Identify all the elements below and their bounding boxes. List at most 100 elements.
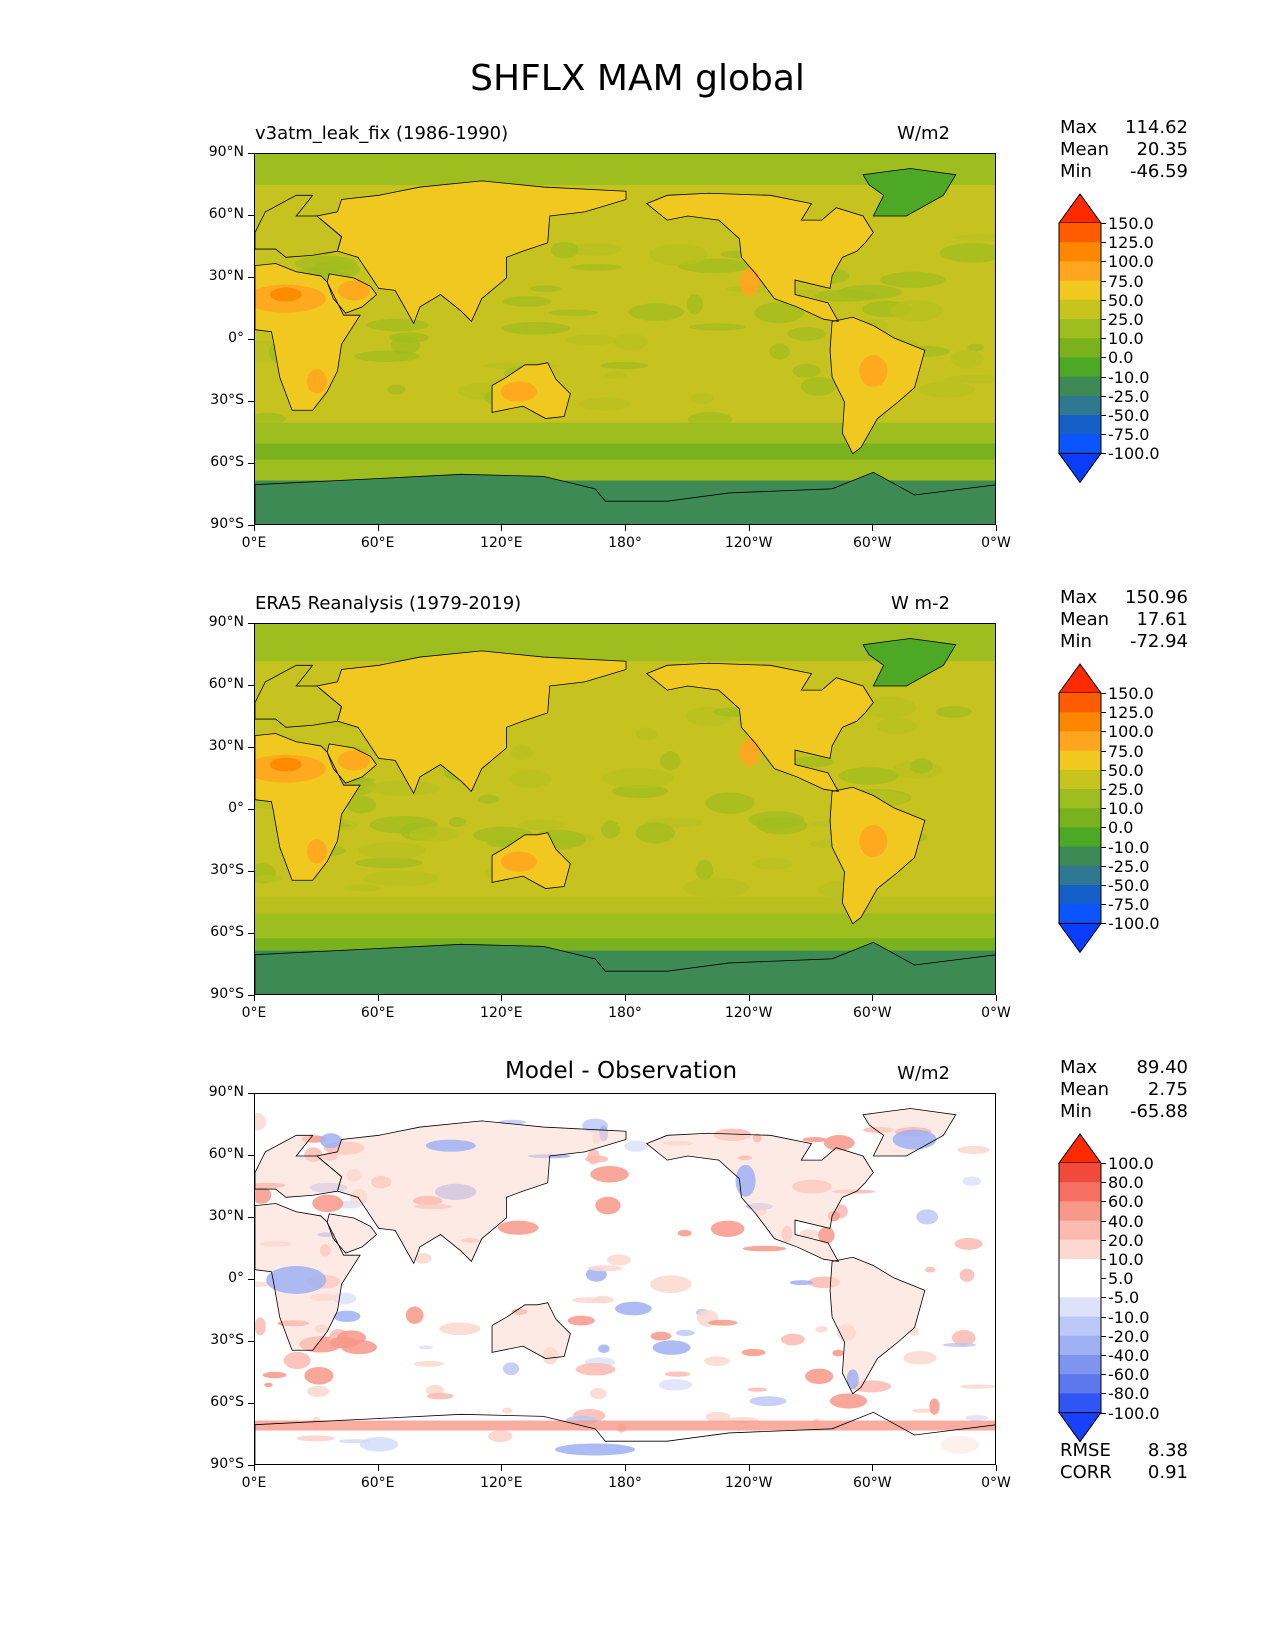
field-patch [502, 296, 552, 307]
coastline-greenland [862, 168, 957, 217]
stat-min-label: Min [1060, 1101, 1092, 1122]
field-patch [769, 343, 790, 360]
map-observation [254, 623, 996, 995]
field-patch [650, 1331, 672, 1341]
panel-units: W/m2 [897, 123, 950, 144]
colorbar-tick [1101, 357, 1106, 359]
stat-mean-value: 20.35 [1136, 139, 1188, 160]
colorbar-tick [1101, 1412, 1106, 1414]
field-patch [312, 260, 361, 279]
field-patch [390, 336, 421, 355]
x-tick-label: 0°W [981, 1475, 1011, 1491]
colorbar-label: 40.0 [1108, 1211, 1144, 1231]
colorbar-tick [1101, 1239, 1106, 1241]
stat-mean-label: Mean [1060, 1079, 1110, 1100]
colorbar-tick [1101, 280, 1106, 282]
colorbar-tick [1101, 1201, 1106, 1203]
colorbar-label: 80.0 [1108, 1173, 1144, 1193]
panel-units: W/m2 [897, 1063, 950, 1084]
y-tick [248, 401, 254, 402]
colorbar-label: -50.0 [1108, 406, 1150, 425]
field-patch [501, 321, 571, 335]
colorbar-label: 75.0 [1108, 741, 1144, 761]
field-patch [355, 857, 423, 869]
field-patch [306, 1385, 330, 1397]
field-patch [529, 285, 561, 292]
stat-mean-value: 2.75 [1147, 1079, 1188, 1100]
field-map-model [255, 154, 995, 524]
field-patch [935, 706, 972, 718]
x-tick [501, 1465, 503, 1471]
field-patch [628, 303, 685, 321]
field-patch [690, 393, 714, 405]
y-tick-label: 30°N [208, 738, 244, 754]
field-patch [880, 271, 946, 288]
y-tick [248, 685, 254, 686]
colorbar-extend-min [1058, 452, 1102, 484]
stat-max-value: 89.40 [1136, 1057, 1188, 1078]
colorbar-tick [1101, 712, 1106, 714]
field-patch [876, 717, 917, 735]
colorbar-label: 0.0 [1108, 348, 1134, 368]
y-tick [248, 1279, 254, 1280]
colorbar-observation [1058, 663, 1102, 954]
field-patch [953, 234, 995, 242]
coastline-namerica [645, 1132, 874, 1262]
y-tick-label: 90°N [208, 144, 244, 160]
field-patch [929, 1398, 940, 1415]
field-samerica [830, 1257, 925, 1394]
coastline-arabia [326, 1213, 378, 1254]
field-patch [589, 1387, 607, 1400]
colorbar-tick [1101, 885, 1106, 886]
coastline-asia [315, 650, 627, 795]
x-tick-label: 60°E [360, 535, 395, 551]
coastline-antarctica [255, 471, 995, 524]
field-patch [366, 318, 429, 332]
colorbar-tick [1101, 1316, 1106, 1318]
y-tick [248, 623, 254, 624]
stat-min-label: Min [1060, 161, 1092, 182]
field-patch [579, 397, 631, 411]
colorbar-segment [1059, 827, 1101, 848]
colorbar-tick [1101, 1335, 1106, 1337]
colorbar-segment [1059, 299, 1101, 320]
field-patch [255, 1317, 266, 1336]
colorbar-segment [1059, 1335, 1101, 1356]
stat-max-value: 114.62 [1125, 117, 1188, 138]
field-antarctica [255, 472, 995, 524]
field-patch [427, 1392, 454, 1400]
field-patch [939, 243, 995, 263]
field-patch [967, 343, 984, 352]
field-patch [965, 1415, 989, 1421]
y-tick-label: 0° [228, 330, 244, 346]
x-tick-label: 120°W [724, 535, 773, 551]
field-patch [312, 1194, 344, 1213]
colorbar-label: -10.0 [1108, 1307, 1150, 1327]
colorbar-segment [1059, 261, 1101, 282]
y-tick [248, 525, 254, 526]
field-patch [911, 1408, 934, 1413]
field-hotspot [306, 369, 327, 394]
colorbar-difference [1058, 1133, 1102, 1443]
x-tick-label: 60°E [360, 1475, 395, 1491]
x-tick [872, 1465, 874, 1471]
colorbar-label: 60.0 [1108, 1192, 1144, 1212]
y-tick [248, 153, 254, 154]
colorbar-tick [1101, 769, 1106, 771]
colorbar-svg [1058, 193, 1102, 484]
field-europe [255, 665, 342, 728]
colorbar-segment [1059, 750, 1101, 771]
colorbar-extend-min [1058, 1412, 1102, 1443]
y-tick-label: 30°N [208, 1208, 244, 1224]
stat-max-value: 150.96 [1125, 587, 1188, 608]
colorbar-tick [1101, 846, 1106, 848]
colorbar-tick [1101, 1259, 1106, 1260]
field-patch [358, 842, 426, 859]
colorbar-segment [1059, 242, 1101, 262]
colorbar-label: 125.0 [1108, 703, 1154, 723]
field-patch [255, 1113, 267, 1131]
colorbar-tick [1101, 1393, 1106, 1395]
y-tick-label: 30°S [210, 862, 244, 878]
y-tick [248, 1093, 254, 1094]
field-patch [918, 381, 975, 398]
